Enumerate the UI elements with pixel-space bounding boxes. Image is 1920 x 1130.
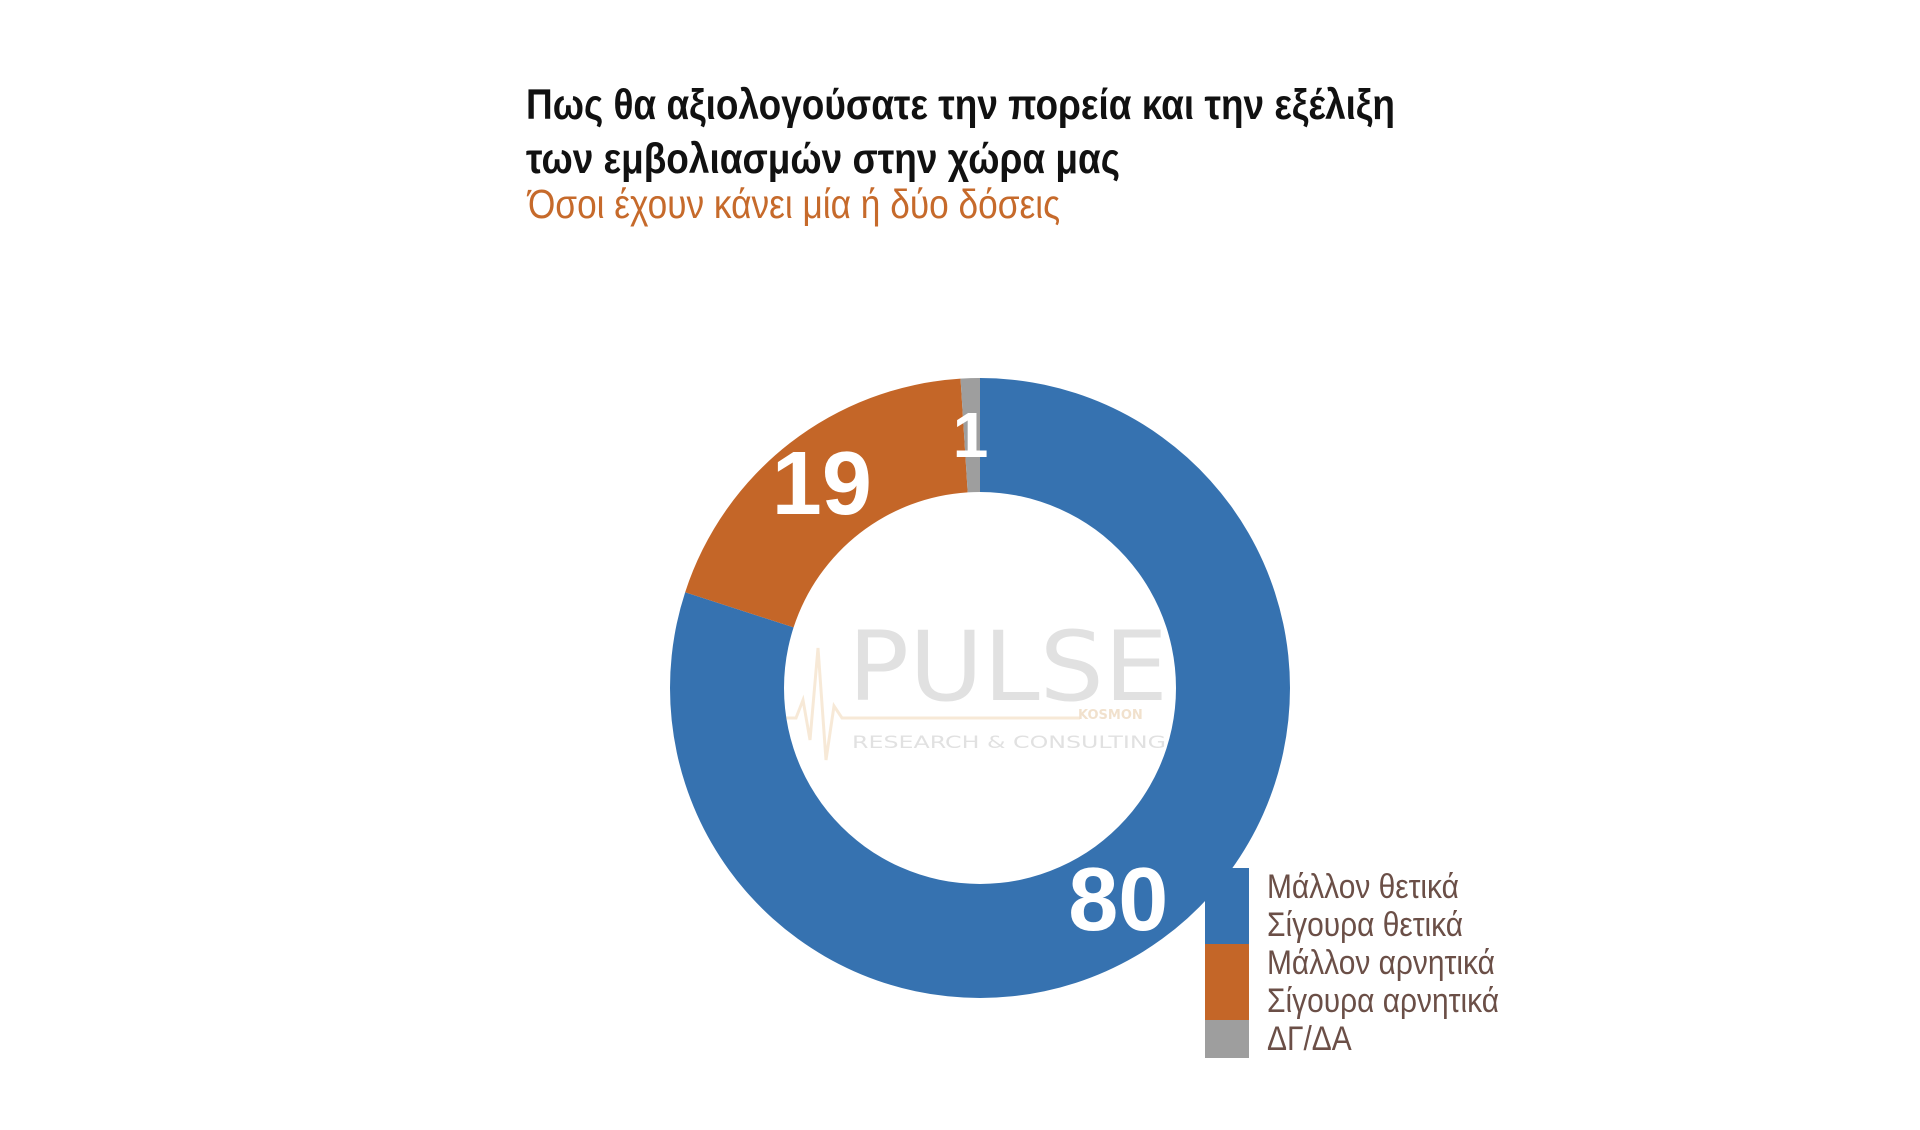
slice-data-label-2: 1: [953, 399, 989, 471]
watermark-brand: PULSE: [848, 611, 1168, 723]
chart-title-line-1: Πως θα αξιολογούσατε την πορεία και την …: [526, 81, 1395, 129]
legend-swatch-1: [1205, 944, 1249, 1020]
legend-label: Σίγουρα αρνητικά: [1267, 982, 1500, 1020]
legend-swatch-2: [1205, 1020, 1249, 1058]
chart-subtitle: Όσοι έχουν κάνει μία ή δύο δόσεις: [528, 181, 1061, 227]
heartbeat-line-icon: [780, 647, 1080, 761]
donut-slice-0: [669, 378, 1290, 998]
legend-item-0: Μάλλον θετικά Σίγουρα θετικά: [1205, 868, 1531, 944]
donut-slice-2: [960, 378, 980, 493]
legend-item-2: ΔΓ/ΔΑ: [1205, 1020, 1531, 1058]
legend-label: Σίγουρα θετικά: [1267, 906, 1464, 944]
chart-title-line-2: των εμβολιασμών στην χώρα μας: [526, 135, 1120, 183]
legend-label: Μάλλον θετικά: [1267, 868, 1459, 906]
slice-data-label-0: 80: [1068, 850, 1168, 950]
legend-label: Μάλλον αρνητικά: [1267, 944, 1495, 982]
legend-item-1: Μάλλον αρνητικά Σίγουρα αρνητικά: [1205, 944, 1531, 1020]
watermark-small-text: KOSMON: [1078, 708, 1143, 723]
pulse-watermark-logo: PULSE KOSMON RESEARCH & CONSULTING: [780, 611, 1168, 761]
slice-data-label-1: 19: [772, 434, 872, 534]
legend-label: ΔΓ/ΔΑ: [1267, 1020, 1352, 1058]
chart-title: Πως θα αξιολογούσατε την πορεία και την …: [526, 78, 1472, 186]
watermark-tagline: RESEARCH & CONSULTING: [852, 733, 1166, 753]
legend-swatch-0: [1205, 868, 1249, 944]
donut-slice-1: [685, 378, 968, 628]
chart-legend: Μάλλον θετικά Σίγουρα θετικά Μάλλον αρνητι…: [1205, 868, 1531, 1058]
